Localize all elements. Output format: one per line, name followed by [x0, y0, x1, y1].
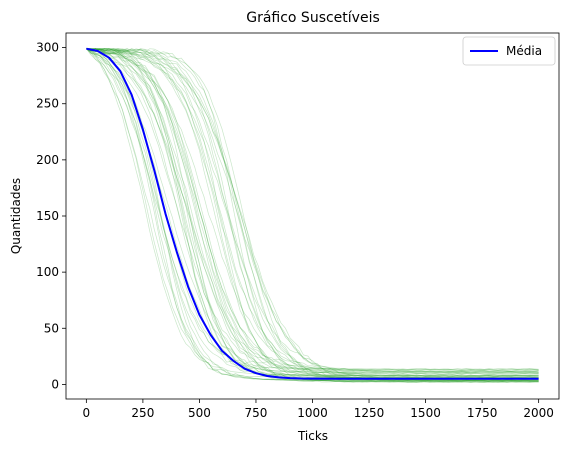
- run-line: [86, 48, 539, 371]
- run-line: [86, 48, 539, 383]
- run-line: [86, 48, 539, 373]
- x-tick-label: 1000: [297, 406, 328, 420]
- mean-line: [86, 47, 539, 380]
- x-tick-label: 1500: [410, 406, 441, 420]
- run-line: [86, 48, 539, 370]
- run-line: [86, 48, 539, 379]
- run-line: [86, 48, 539, 379]
- run-line: [86, 48, 539, 381]
- run-line: [86, 48, 539, 376]
- run-line: [86, 48, 539, 379]
- run-line: [86, 48, 539, 372]
- y-tick-label: 100: [36, 265, 59, 279]
- run-line: [86, 48, 539, 377]
- run-line: [86, 48, 539, 383]
- run-line: [86, 48, 539, 377]
- run-line: [86, 48, 539, 383]
- run-line: [86, 48, 539, 377]
- y-tick-label: 150: [36, 209, 59, 223]
- y-axis-label: Quantidades: [9, 178, 23, 254]
- run-line: [86, 48, 539, 378]
- x-tick-label: 250: [131, 406, 154, 420]
- legend: Média: [462, 36, 556, 66]
- y-tick-label: 250: [36, 97, 59, 111]
- plot-area: [86, 47, 539, 383]
- run-line: [86, 48, 539, 371]
- run-line: [86, 48, 539, 371]
- run-line: [86, 48, 539, 382]
- run-line: [86, 48, 539, 375]
- run-line: [86, 48, 539, 382]
- x-tick-label: 500: [188, 406, 211, 420]
- run-line: [86, 48, 539, 377]
- x-axis: 0 250 500 750 1000 1250 1500 1750 2000: [83, 399, 554, 420]
- legend-box: [462, 36, 556, 66]
- run-line: [86, 48, 539, 373]
- run-line: [86, 48, 539, 382]
- run-line: [86, 48, 539, 381]
- run-line: [86, 48, 539, 383]
- x-tick-label: 2000: [523, 406, 554, 420]
- run-line: [86, 48, 539, 372]
- run-line: [86, 48, 539, 382]
- chart-title: Gráfico Suscetíveis: [246, 10, 380, 26]
- run-line: [86, 48, 539, 373]
- run-line: [86, 48, 539, 374]
- run-line: [86, 48, 539, 374]
- x-axis-label: Ticks: [297, 429, 328, 443]
- run-line: [86, 48, 539, 382]
- x-tick-label: 0: [83, 406, 91, 420]
- run-line: [86, 48, 539, 377]
- run-line: [86, 48, 539, 382]
- y-axis: 0 50 100 150 200 250 300: [36, 41, 66, 391]
- run-line: [86, 48, 539, 383]
- run-line: [86, 48, 539, 375]
- y-tick-label: 300: [36, 41, 59, 55]
- run-line: [86, 48, 539, 382]
- run-line: [86, 48, 539, 378]
- y-tick-label: 200: [36, 153, 59, 167]
- x-tick-label: 750: [245, 406, 268, 420]
- y-tick-label: 0: [51, 377, 59, 391]
- run-line: [86, 48, 539, 378]
- y-tick-label: 50: [44, 321, 59, 335]
- run-line: [86, 48, 539, 383]
- legend-label-media: Média: [506, 44, 542, 58]
- x-tick-label: 1750: [467, 406, 498, 420]
- x-tick-label: 1250: [354, 406, 385, 420]
